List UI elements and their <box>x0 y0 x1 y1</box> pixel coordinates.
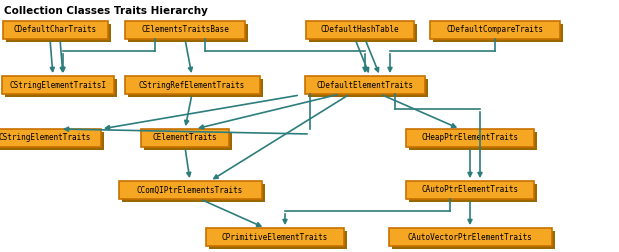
FancyBboxPatch shape <box>209 231 347 249</box>
Text: CDefaultCompareTraits: CDefaultCompareTraits <box>446 25 543 35</box>
FancyBboxPatch shape <box>409 132 537 150</box>
Text: CStringElementTraits: CStringElementTraits <box>0 134 91 142</box>
FancyBboxPatch shape <box>6 24 111 42</box>
FancyBboxPatch shape <box>308 79 428 97</box>
Text: CElementsTraitsBase: CElementsTraitsBase <box>141 25 229 35</box>
FancyBboxPatch shape <box>128 24 248 42</box>
Text: CElementTraits: CElementTraits <box>153 134 217 142</box>
FancyBboxPatch shape <box>128 79 262 97</box>
FancyBboxPatch shape <box>0 129 101 147</box>
FancyBboxPatch shape <box>389 228 552 246</box>
FancyBboxPatch shape <box>409 184 537 202</box>
FancyBboxPatch shape <box>309 24 417 42</box>
Text: CDefaultCharTraits: CDefaultCharTraits <box>14 25 97 35</box>
FancyBboxPatch shape <box>5 79 117 97</box>
Text: CStringElementTraitsI: CStringElementTraitsI <box>9 80 106 89</box>
FancyBboxPatch shape <box>433 24 563 42</box>
Text: CComQIPtrElementsTraits: CComQIPtrElementsTraits <box>137 185 243 195</box>
FancyBboxPatch shape <box>430 21 560 39</box>
Text: CAutoPtrElementTraits: CAutoPtrElementTraits <box>422 185 519 195</box>
Text: CStringRefElementTraits: CStringRefElementTraits <box>139 80 245 89</box>
FancyBboxPatch shape <box>144 132 232 150</box>
FancyBboxPatch shape <box>125 21 245 39</box>
FancyBboxPatch shape <box>306 21 414 39</box>
FancyBboxPatch shape <box>305 76 425 94</box>
Text: CDefaultElementTraits: CDefaultElementTraits <box>316 80 413 89</box>
FancyBboxPatch shape <box>121 184 264 202</box>
FancyBboxPatch shape <box>2 76 114 94</box>
Text: CPrimitiveElementTraits: CPrimitiveElementTraits <box>222 233 328 241</box>
FancyBboxPatch shape <box>206 228 344 246</box>
FancyBboxPatch shape <box>406 181 534 199</box>
Text: CDefaultHashTable: CDefaultHashTable <box>321 25 399 35</box>
Text: CHeapPtrElementTraits: CHeapPtrElementTraits <box>422 134 519 142</box>
Text: Collection Classes Traits Hierarchy: Collection Classes Traits Hierarchy <box>4 6 208 16</box>
FancyBboxPatch shape <box>141 129 229 147</box>
FancyBboxPatch shape <box>118 181 261 199</box>
FancyBboxPatch shape <box>391 231 555 249</box>
FancyBboxPatch shape <box>406 129 534 147</box>
FancyBboxPatch shape <box>2 21 108 39</box>
FancyBboxPatch shape <box>124 76 259 94</box>
Text: CAutoVectorPtrElementTraits: CAutoVectorPtrElementTraits <box>407 233 532 241</box>
FancyBboxPatch shape <box>0 132 104 150</box>
